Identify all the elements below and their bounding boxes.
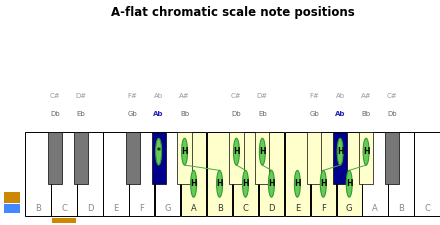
Text: G: G [346,204,352,213]
Text: F#: F# [309,93,319,99]
Circle shape [234,138,239,165]
Bar [129,132,154,216]
Text: E: E [113,204,118,213]
Bar [155,132,180,216]
Text: Gb: Gb [128,110,138,117]
Circle shape [294,170,301,197]
Text: Ab: Ab [335,110,345,117]
Text: H: H [320,179,326,188]
Bar [48,132,62,184]
Bar [207,132,232,216]
Text: B: B [216,204,223,213]
Text: H: H [181,147,188,156]
Bar [77,132,103,216]
Text: H: H [294,179,301,188]
Text: C: C [424,204,430,213]
Text: C: C [242,204,249,213]
Text: C: C [61,204,67,213]
Bar [177,132,192,184]
Bar [414,132,440,216]
Text: H: H [259,147,266,156]
Text: Ab: Ab [154,93,163,99]
Circle shape [216,170,223,197]
Bar [125,132,140,184]
Text: H: H [191,179,197,188]
Text: C#: C# [231,93,242,99]
Circle shape [320,170,326,197]
Bar [389,132,414,216]
Text: H: H [233,147,240,156]
Bar [103,132,128,216]
Text: H: H [268,179,275,188]
Circle shape [363,138,369,165]
Text: A#: A# [361,93,371,99]
Text: D#: D# [257,93,268,99]
Bar [151,132,166,184]
Text: Db: Db [387,110,397,117]
Bar [51,132,77,216]
Circle shape [182,138,187,165]
Circle shape [191,170,197,197]
Circle shape [242,170,249,197]
Circle shape [268,170,275,197]
Text: *: * [157,147,161,156]
Text: basicmusictheory.com: basicmusictheory.com [9,84,13,132]
Text: H: H [242,179,249,188]
Text: Bb: Bb [362,110,370,117]
Text: Eb: Eb [77,110,85,117]
Bar [307,132,321,184]
Text: C#: C# [50,93,60,99]
Text: B: B [35,204,41,213]
Text: H: H [346,179,352,188]
Text: Db: Db [231,110,241,117]
Bar [285,132,310,216]
Text: Bb: Bb [180,110,189,117]
Bar [181,132,206,216]
Text: Db: Db [50,110,60,117]
Text: E: E [295,204,300,213]
Bar [4,192,20,202]
Text: F: F [139,204,144,213]
Text: H: H [363,147,369,156]
Bar [255,132,269,184]
Text: F#: F# [128,93,138,99]
Text: F: F [321,204,326,213]
Text: A-flat chromatic scale note positions: A-flat chromatic scale note positions [111,6,354,19]
Bar [4,204,20,213]
Bar [229,132,244,184]
Bar [26,132,51,216]
Text: H: H [216,179,223,188]
Text: A#: A# [179,93,190,99]
Text: D: D [87,204,93,213]
Bar [311,132,336,216]
Text: D: D [268,204,275,213]
Circle shape [156,138,161,165]
Text: G: G [165,204,171,213]
Text: B: B [398,204,404,213]
Bar [337,132,362,216]
Text: D#: D# [75,93,86,99]
Text: A: A [372,204,378,213]
Text: C#: C# [387,93,397,99]
Bar [52,218,76,223]
Text: H: H [337,147,343,156]
Text: Ab: Ab [336,93,345,99]
Bar [233,132,258,216]
Text: A: A [191,204,197,213]
Bar [363,132,388,216]
Text: Eb: Eb [258,110,267,117]
Circle shape [260,138,265,165]
Text: Ab: Ab [154,110,164,117]
Bar [259,132,284,216]
Bar [359,132,373,184]
Circle shape [346,170,352,197]
Circle shape [337,138,343,165]
Text: Gb: Gb [309,110,319,117]
Bar [385,132,399,184]
Bar [333,132,347,184]
Bar [74,132,88,184]
